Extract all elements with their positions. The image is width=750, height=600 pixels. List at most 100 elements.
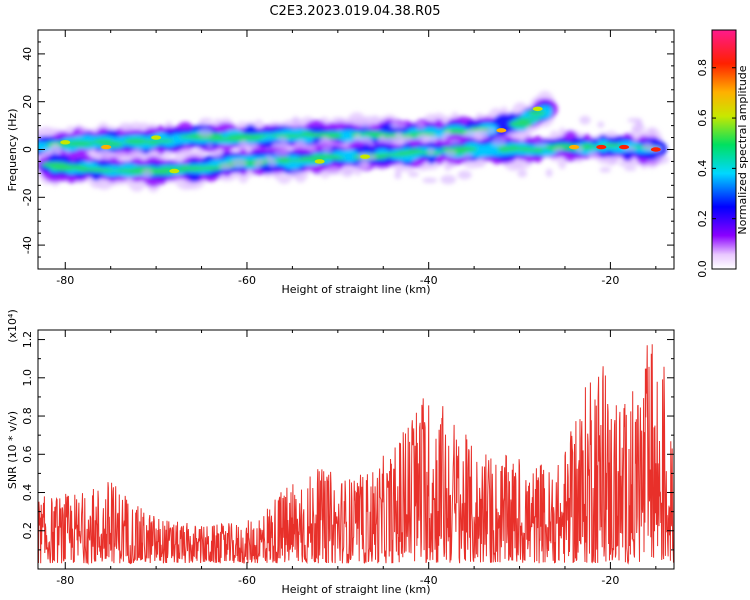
heatmap-noise: [358, 122, 374, 129]
heatmap-noise: [341, 168, 353, 178]
heatmap-noise: [533, 142, 549, 147]
heatmap-noise: [307, 143, 317, 153]
heatmap-noise: [587, 150, 600, 160]
heatmap-cell: [279, 133, 304, 139]
heatmap-hotspot: [569, 144, 580, 150]
snr-y-axis-label: SNR (10 * v/v): [6, 411, 19, 489]
colorbar-tick-label: 0.6: [696, 109, 709, 127]
heatmap-noise: [231, 158, 247, 169]
colorbar-tick-label: 0.8: [696, 59, 709, 77]
heatmap-noise: [440, 133, 448, 142]
heatmap-noise: [446, 162, 457, 168]
heatmap-noise: [253, 160, 261, 169]
colorbar-frame: [711, 29, 737, 270]
heatmap-noise: [289, 169, 304, 178]
heatmap-noise: [579, 115, 591, 125]
heatmap-noise: [517, 169, 528, 178]
heatmap-noise: [440, 174, 457, 185]
heatmap-y-tick-label: 0: [21, 146, 34, 153]
heatmap-noise: [444, 149, 457, 158]
heatmap-y-tick-label: -40: [21, 236, 34, 254]
heatmap-noise: [624, 166, 637, 172]
heatmap-cell: [515, 117, 542, 121]
heatmap-noise: [324, 166, 340, 175]
heatmap-noise: [273, 149, 289, 157]
heatmap-cell: [340, 149, 359, 163]
snr-plot-area: [38, 344, 674, 566]
heatmap-hotspot: [101, 144, 112, 150]
heatmap-cell: [450, 145, 478, 153]
heatmap-noise: [608, 156, 618, 164]
heatmap-cell: [123, 138, 149, 145]
heatmap-noise: [553, 147, 564, 153]
heatmap-plot-area: [38, 90, 670, 193]
heatmap-cell: [199, 165, 223, 171]
heatmap-hotspot: [619, 144, 630, 150]
snr-scale-label: (x10⁴): [6, 309, 19, 343]
snr-x-tick-label: -20: [601, 574, 619, 587]
snr-y-tick-label: 0.4: [21, 484, 34, 502]
heatmap-noise: [427, 146, 435, 156]
snr-x-axis-label: Height of straight line (km): [281, 583, 430, 596]
heatmap-hotspot: [314, 159, 325, 164]
heatmap-noise: [321, 144, 333, 153]
heatmap-blobs: [38, 90, 670, 193]
heatmap-noise: [408, 171, 419, 178]
heatmap-y-axis-label: Frequency (Hz): [6, 109, 19, 192]
heatmap-noise: [416, 121, 425, 130]
heatmap-noise: [655, 154, 670, 164]
heatmap-noise: [457, 170, 472, 180]
heatmap-x-tick-label: -20: [601, 274, 619, 287]
heatmap-noise: [448, 139, 461, 145]
chart-title: C2E3.2023.019.04.38.R05: [269, 4, 440, 19]
heatmap-hotspot: [169, 168, 180, 174]
colorbar-gradient: [712, 30, 736, 269]
snr-y-tick-label: 0.6: [21, 446, 34, 464]
snr-y-tick-label: 1.0: [21, 369, 34, 387]
colorbar-tick-label: 0.4: [696, 160, 709, 178]
heatmap-cell: [79, 141, 96, 145]
heatmap-x-axis-label: Height of straight line (km): [281, 283, 430, 296]
snr-y-tick-label: 0.8: [21, 407, 34, 425]
heatmap-noise: [482, 128, 496, 135]
heatmap-hotspot: [60, 140, 71, 145]
heatmap-noise: [331, 116, 346, 123]
heatmap-hotspot: [650, 147, 661, 152]
heatmap-cell: [408, 131, 437, 137]
heatmap-noise: [141, 169, 153, 179]
heatmap-hotspot: [596, 144, 607, 150]
snr-axes: -80 -60 -40 -20 0.2 0.4 0.6 0.8 1.0 1.2: [21, 330, 674, 587]
heatmap-noise: [265, 154, 273, 162]
heatmap-y-tick-label: 40: [21, 47, 34, 61]
heatmap-noise: [101, 151, 114, 161]
heatmap-noise: [648, 129, 656, 139]
heatmap-cell: [147, 138, 175, 144]
heatmap-noise: [392, 122, 407, 129]
heatmap-noise: [462, 153, 473, 160]
heatmap-noise: [211, 149, 224, 159]
heatmap-cell: [276, 157, 292, 164]
heatmap-x-tick-label: -80: [56, 274, 74, 287]
heatmap-noise: [199, 117, 213, 124]
heatmap-x-tick-label: -40: [420, 274, 438, 287]
heatmap-hotspot: [532, 106, 543, 112]
colorbar-ticks: 0.0 0.2 0.4 0.6 0.8: [696, 59, 736, 278]
heatmap-cell: [248, 134, 269, 139]
snr-frame: [37, 329, 675, 570]
heatmap-noise: [618, 160, 635, 167]
heatmap-noise: [473, 135, 483, 141]
heatmap-noise: [360, 160, 369, 171]
heatmap-cell: [508, 120, 533, 128]
heatmap-noise: [635, 119, 643, 128]
colorbar-tick-label: 0.0: [696, 260, 709, 278]
heatmap-cell: [321, 156, 346, 160]
heatmap-noise: [545, 168, 553, 178]
heatmap-cell: [531, 147, 545, 153]
snr-x-tick-label: -80: [56, 574, 74, 587]
colorbar-tick-label: 0.2: [696, 210, 709, 228]
heatmap-axes: -80 -60 -40 -20 -40 -20 0 20 40: [21, 29, 674, 287]
heatmap-hotspot: [151, 135, 162, 140]
heatmap-noise: [597, 121, 605, 128]
heatmap-hotspot: [496, 128, 507, 133]
